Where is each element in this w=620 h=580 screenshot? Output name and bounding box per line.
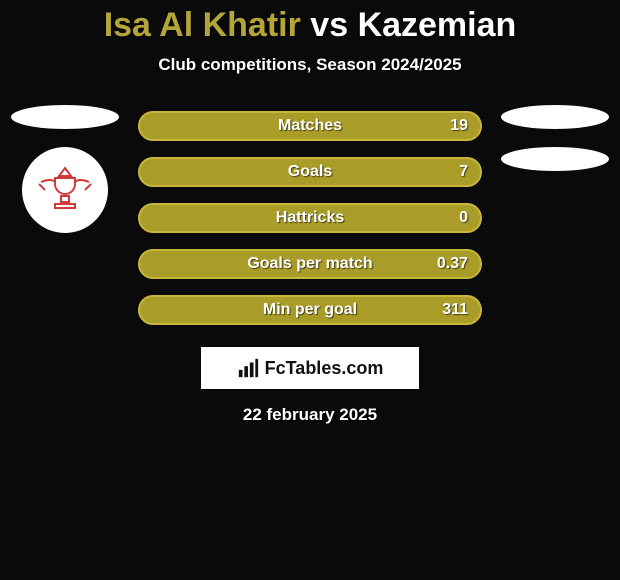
stat-value: 0.37: [437, 255, 468, 273]
stats-area: Matches 19 Goals 7 Hattricks 0 Goals per…: [0, 111, 620, 425]
vs-text: vs: [310, 6, 348, 44]
stat-label: Goals per match: [247, 255, 372, 273]
team-badge: [22, 147, 108, 233]
stat-label: Goals: [288, 163, 332, 181]
stat-row: Goals 7: [138, 157, 482, 187]
stat-value: 0: [459, 209, 468, 227]
player-placeholder-oval: [501, 105, 609, 129]
stat-value: 311: [442, 301, 468, 319]
player-a-name: Isa Al Khatir: [104, 6, 301, 44]
brand-text: FcTables.com: [265, 358, 384, 379]
stat-value: 7: [459, 163, 468, 181]
stat-label: Min per goal: [263, 301, 357, 319]
player-placeholder-oval: [501, 147, 609, 171]
trophy-crest-icon: [33, 158, 97, 222]
subtitle: Club competitions, Season 2024/2025: [0, 55, 620, 75]
stat-row: Goals per match 0.37: [138, 249, 482, 279]
stat-label: Hattricks: [276, 209, 344, 227]
right-player-column: [496, 105, 614, 171]
footer-date: 22 february 2025: [0, 405, 620, 425]
stat-row: Matches 19: [138, 111, 482, 141]
left-player-column: [6, 105, 124, 233]
stat-row: Min per goal 311: [138, 295, 482, 325]
stat-label: Matches: [278, 117, 342, 135]
brand-box: FcTables.com: [201, 347, 419, 389]
stat-value: 19: [450, 117, 468, 135]
player-b-name: Kazemian: [358, 6, 517, 44]
stat-row: Hattricks 0: [138, 203, 482, 233]
stat-pill-list: Matches 19 Goals 7 Hattricks 0 Goals per…: [138, 111, 482, 325]
bars-icon: [237, 357, 259, 379]
page-title: Isa Al Khatir vs Kazemian: [0, 0, 620, 45]
player-placeholder-oval: [11, 105, 119, 129]
